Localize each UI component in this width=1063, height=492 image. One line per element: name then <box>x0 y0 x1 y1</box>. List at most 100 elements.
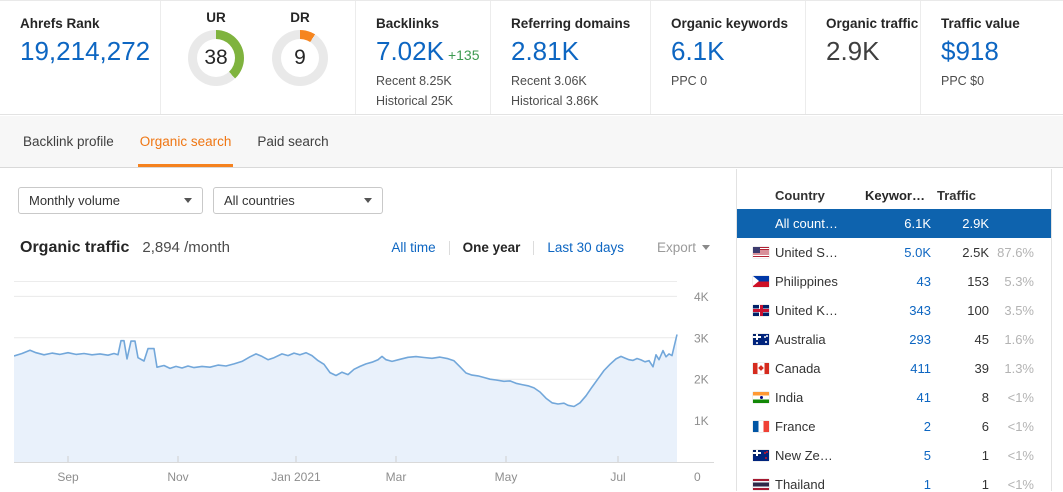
traffic-value: 45 <box>974 332 989 347</box>
country-name: United K… <box>775 303 838 318</box>
table-header-row: Country Keywor… Traffic <box>737 182 1051 209</box>
keywords-value[interactable]: 41 <box>916 390 931 405</box>
metric-label: Referring domains <box>511 16 631 31</box>
referring-domains-value[interactable]: 2.81K <box>511 36 579 66</box>
chart-area: 4K 3K 2K 1K 0 Sep Nov Jan 2021 Mar May Jul <box>13 281 720 492</box>
table-row[interactable]: Canada 411 39 1.3% <box>737 354 1051 383</box>
keywords-column-header[interactable]: Keywor… <box>865 188 925 203</box>
ahrefs-rank-value[interactable]: 19,214,272 <box>20 36 151 66</box>
ur-ring: 38 <box>188 30 244 86</box>
table-row[interactable]: Thailand 1 1 <1% <box>737 470 1051 491</box>
table-row[interactable]: Philippines 43 153 5.3% <box>737 267 1051 296</box>
traffic-value-sub: PPC $0 <box>941 74 985 89</box>
keywords-value[interactable]: 43 <box>916 274 931 289</box>
keywords-value[interactable]: 5.0K <box>904 245 931 260</box>
chevron-down-icon <box>184 198 192 203</box>
svg-text:1K: 1K <box>694 414 709 428</box>
traffic-value: 8 <box>981 390 989 405</box>
traffic-value: 1 <box>981 477 989 491</box>
export-button[interactable]: Export <box>657 240 710 255</box>
range-all-time[interactable]: All time <box>391 240 436 255</box>
traffic-value: 2.9K <box>962 216 989 231</box>
keywords-value[interactable]: 411 <box>910 361 931 376</box>
metric-organic-traffic: Organic traffic 2.9K <box>805 1 920 114</box>
percent-value: <1% <box>1007 419 1034 434</box>
country-column-header[interactable]: Country <box>775 188 825 203</box>
traffic-value: 1 <box>981 448 989 463</box>
flag-icon <box>753 305 769 316</box>
table-row[interactable]: France 2 6 <1% <box>737 412 1051 441</box>
percent-value: <1% <box>1007 477 1034 491</box>
organic-search-section: Monthly volume All countries Organic tra… <box>0 169 736 491</box>
dr-gauge: DR 9 <box>272 10 328 114</box>
keywords-value[interactable]: 1 <box>923 477 931 491</box>
traffic-value: 39 <box>974 361 989 376</box>
traffic-value: 100 <box>967 303 989 318</box>
countries-table: Country Keywor… Traffic All count… 6.1K … <box>736 169 1052 491</box>
organic-traffic-value: 2.9K <box>826 36 880 66</box>
backlinks-value[interactable]: 7.02K +135 <box>376 36 490 66</box>
percent-value: 1.6% <box>1004 332 1034 347</box>
flag-icon <box>753 247 769 258</box>
metric-backlinks: Backlinks 7.02K +135 Recent 8.25K Historic… <box>355 1 490 114</box>
metric-label: Organic keywords <box>671 16 789 31</box>
tab-paid-search[interactable]: Paid search <box>257 134 329 149</box>
table-row[interactable]: India 41 8 <1% <box>737 383 1051 412</box>
keywords-value[interactable]: 5 <box>923 448 931 463</box>
backlinks-number[interactable]: 7.02K <box>376 36 444 66</box>
volume-select[interactable]: Monthly volume <box>18 187 203 214</box>
traffic-value-value[interactable]: $918 <box>941 36 999 66</box>
country-name: Thailand <box>775 477 825 491</box>
organic-keywords-value[interactable]: 6.1K <box>671 36 725 66</box>
tab-organic-search[interactable]: Organic search <box>137 116 234 167</box>
referring-recent: Recent 3.06K <box>511 74 587 89</box>
referring-historical: Historical 3.86K <box>511 93 599 108</box>
metric-label: Organic traffic <box>826 16 919 31</box>
keywords-value[interactable]: 343 <box>909 303 931 318</box>
chart-header: Organic traffic 2,894 /month All time On… <box>20 239 710 257</box>
country-select-value: All countries <box>224 193 295 208</box>
traffic-column-header[interactable]: Traffic <box>937 188 977 203</box>
table-row[interactable]: United S… 5.0K 2.5K 87.6% <box>737 238 1051 267</box>
chevron-down-icon <box>702 245 710 250</box>
svg-text:May: May <box>495 470 518 484</box>
keywords-value[interactable]: 293 <box>909 332 931 347</box>
percent-value: 87.6% <box>997 245 1034 260</box>
range-one-year[interactable]: One year <box>462 240 521 255</box>
chart-subtitle: 2,894 /month <box>142 239 230 256</box>
time-range-selector: All time One year Last 30 days Export <box>378 240 710 255</box>
country-name: France <box>775 419 816 434</box>
ur-label: UR <box>206 10 226 25</box>
tab-bar: Backlink profile Organic search Paid sea… <box>0 116 1063 168</box>
backlinks-historical: Historical 25K <box>376 93 454 108</box>
percent-value: 3.5% <box>1004 303 1034 318</box>
keywords-value[interactable]: 6.1K <box>904 216 931 231</box>
range-last-30-days[interactable]: Last 30 days <box>547 240 624 255</box>
table-row[interactable]: Australia 293 45 1.6% <box>737 325 1051 354</box>
filters: Monthly volume All countries <box>18 187 383 214</box>
country-name: Philippines <box>775 274 838 289</box>
backlinks-recent: Recent 8.25K <box>376 74 452 89</box>
svg-text:3K: 3K <box>694 331 709 345</box>
traffic-value: 153 <box>967 274 989 289</box>
flag-icon <box>753 276 769 287</box>
metrics-bar: Ahrefs Rank 19,214,272 UR 38 DR 9 Backli… <box>0 0 1063 115</box>
chart-title: Organic traffic <box>20 239 130 256</box>
backlinks-delta: +135 <box>447 47 480 63</box>
rating-gauges: UR 38 DR 9 <box>160 1 355 114</box>
table-row[interactable]: New Ze… 5 1 <1% <box>737 441 1051 470</box>
tab-backlink-profile[interactable]: Backlink profile <box>23 134 114 149</box>
metric-organic-keywords: Organic keywords 6.1K PPC 0 <box>650 1 805 114</box>
country-select[interactable]: All countries <box>213 187 383 214</box>
country-name: Australia <box>775 332 826 347</box>
svg-text:Jul: Jul <box>610 470 625 484</box>
country-name: United S… <box>775 245 838 260</box>
backlinks-sub: Recent 8.25K Historical 25K <box>376 72 490 111</box>
keywords-value[interactable]: 2 <box>923 419 931 434</box>
dr-value: 9 <box>294 46 306 69</box>
flag-icon <box>753 450 769 461</box>
table-row[interactable]: United K… 343 100 3.5% <box>737 296 1051 325</box>
referring-domains-sub: Recent 3.06K Historical 3.86K <box>511 72 650 111</box>
country-name: All count… <box>775 216 838 231</box>
table-row-all-countries[interactable]: All count… 6.1K 2.9K <box>737 209 1051 238</box>
